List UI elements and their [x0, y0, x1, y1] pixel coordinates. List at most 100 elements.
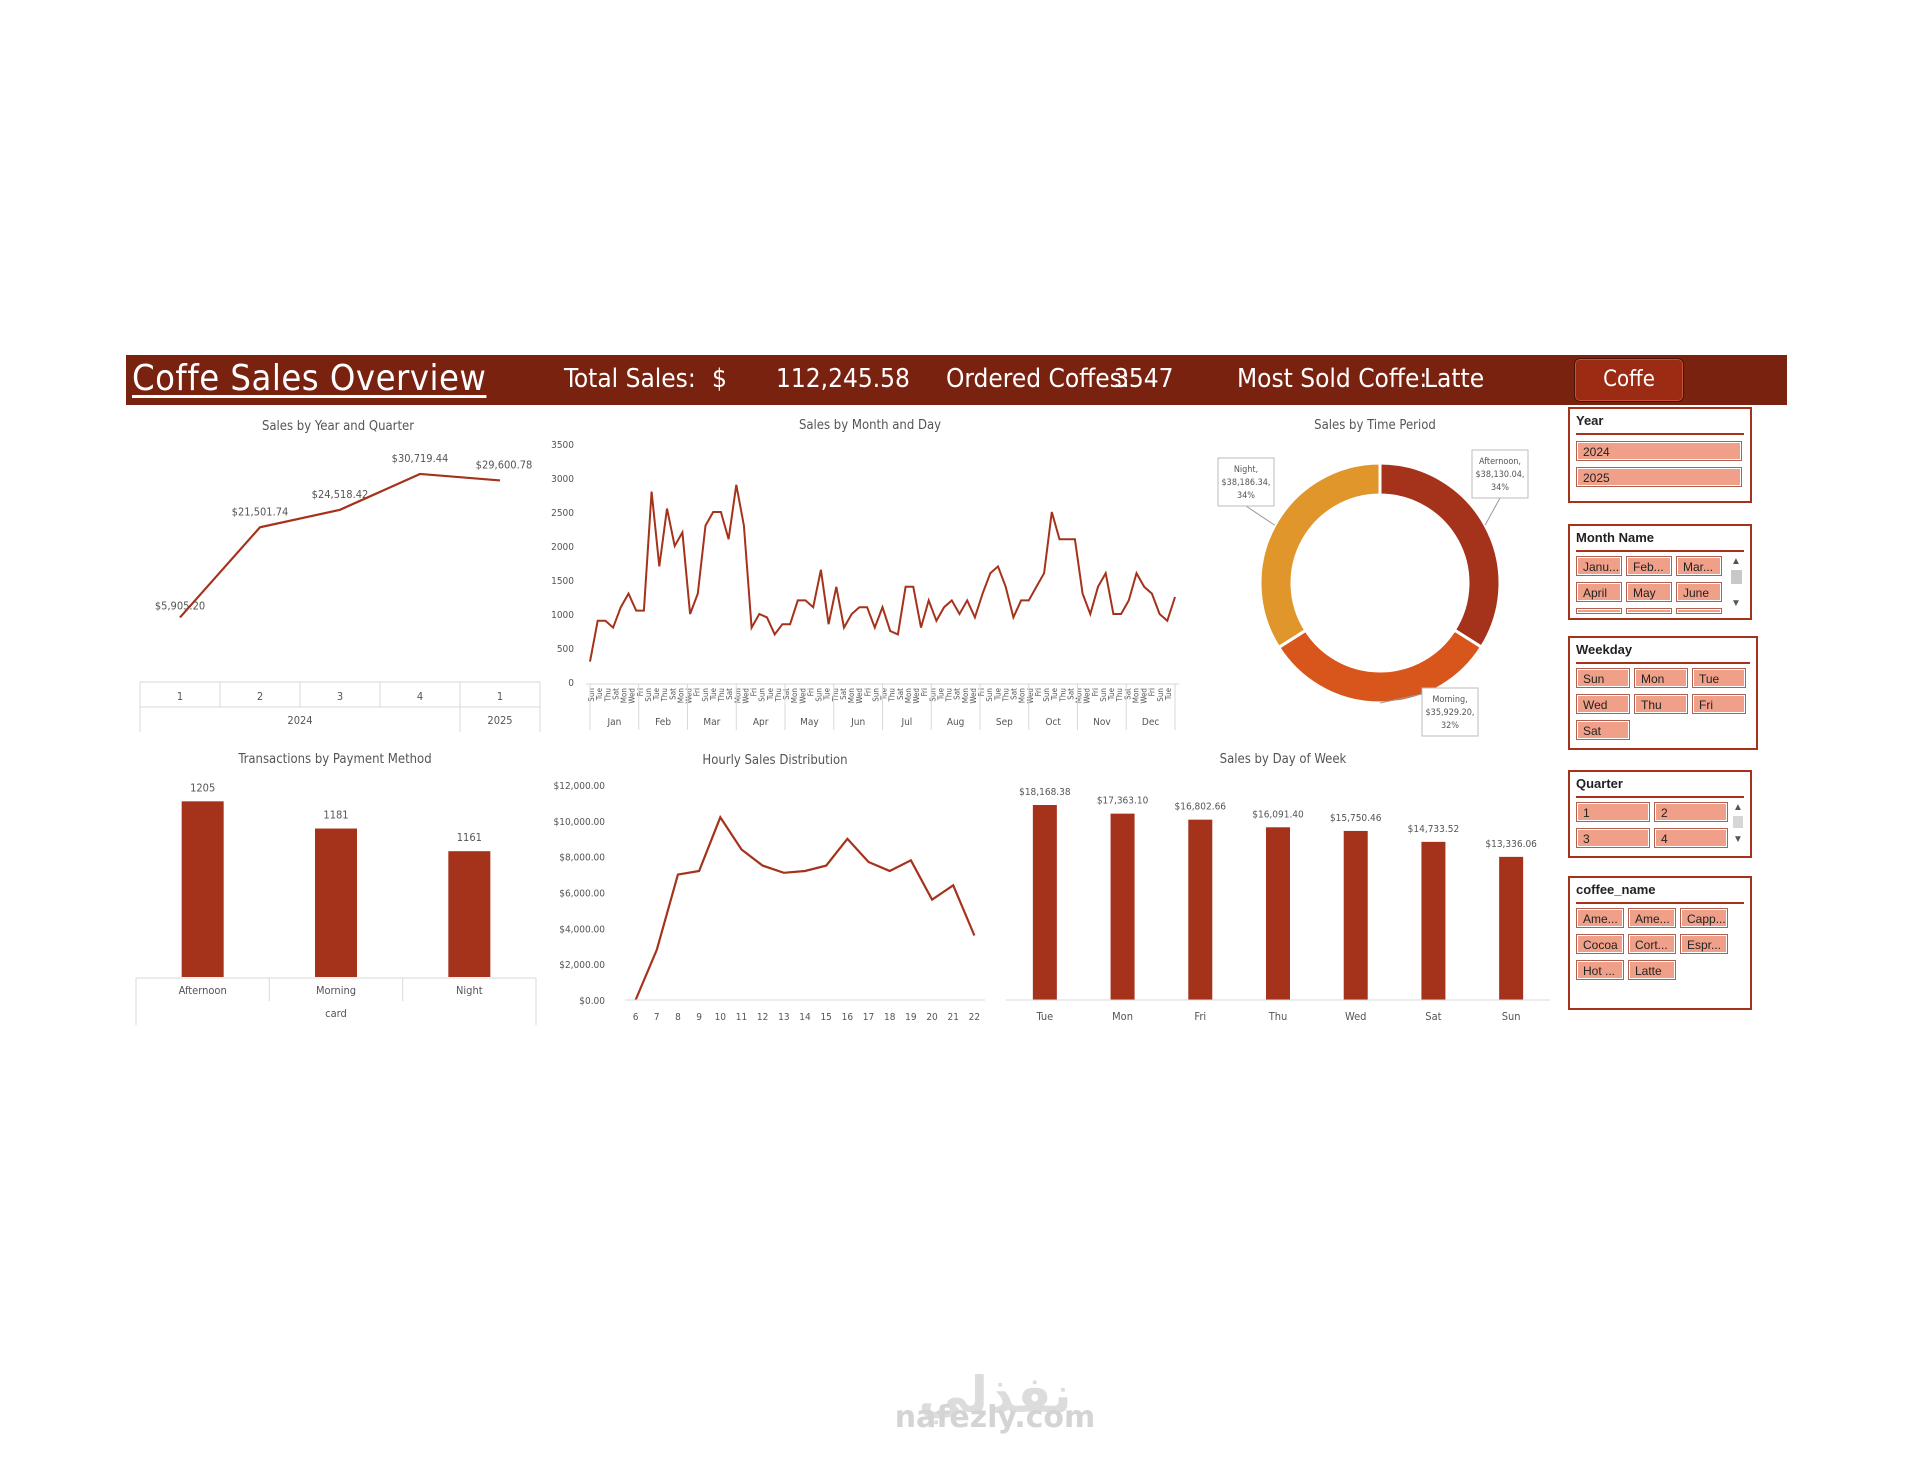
month-item[interactable]: Janu... [1576, 556, 1622, 576]
x-tick-label: Morning [316, 984, 356, 997]
x-day-label: Wed [855, 688, 864, 704]
coffee-item[interactable]: Latte [1628, 960, 1676, 980]
month-item[interactable]: Feb... [1626, 556, 1672, 576]
x-day-label: Wed [912, 688, 921, 704]
coffee-item[interactable]: Cort... [1628, 934, 1676, 954]
x-day-label: Tue [1050, 687, 1059, 701]
x-month-label: Mar [703, 717, 720, 728]
watermark-logo: nafezly.com [894, 1400, 1096, 1435]
scroll-up-icon[interactable]: ▲ [1731, 556, 1741, 567]
x-day-label: Sun [871, 688, 880, 702]
x-tick-label: 17 [863, 1012, 874, 1023]
scroll-down-icon[interactable]: ▼ [1731, 598, 1741, 609]
coffee-name-slicer: coffee_name Ame... Ame... Capp... Cocoa … [1568, 876, 1752, 1010]
month-item[interactable]: Mar... [1676, 556, 1722, 576]
quarter-item-1[interactable]: 1 [1576, 802, 1650, 822]
year-item-2024[interactable]: 2024 [1576, 441, 1742, 461]
x-day-label: Thu [1001, 688, 1010, 703]
scrollbar-thumb[interactable] [1731, 570, 1742, 584]
x-tick-label: Wed [1345, 1010, 1367, 1023]
y-tick-label: 500 [557, 644, 574, 655]
month-item-partial[interactable] [1676, 608, 1722, 614]
weekday-item-sat[interactable]: Sat [1576, 720, 1630, 740]
series-line [589, 484, 1176, 662]
x-month-label: May [800, 717, 819, 728]
month-item[interactable]: April [1576, 582, 1622, 602]
quarter-item-4[interactable]: 4 [1654, 828, 1728, 848]
scroll-up-icon[interactable]: ▲ [1733, 802, 1743, 813]
scroll-down-icon[interactable]: ▼ [1733, 834, 1743, 845]
coffee-item[interactable]: Hot ... [1576, 960, 1624, 980]
ordered-coffees-value: 3547 [1114, 364, 1174, 394]
coffee-item[interactable]: Ame... [1628, 908, 1676, 928]
label-leader [1245, 505, 1276, 526]
data-label: $5,905.20 [155, 599, 205, 612]
x-day-label: Wed [1026, 688, 1035, 704]
x-day-label: Thu [774, 688, 783, 703]
month-item[interactable]: May [1626, 582, 1672, 602]
weekday-item-wed[interactable]: Wed [1576, 694, 1630, 714]
x-tick-label: Tue [1035, 1010, 1053, 1023]
x-day-label: Thu [1115, 688, 1124, 703]
x-day-label: Mon [1131, 688, 1140, 703]
bar [1110, 813, 1135, 1000]
hourly-sales-chart: Hourly Sales Distribution $0.00 $2,000.00… [554, 753, 985, 1023]
data-label: $18,168.38 [1019, 787, 1071, 798]
coffee-item[interactable]: Espr... [1680, 934, 1728, 954]
x-day-label: Sat [896, 688, 905, 700]
y-tick-label: 3500 [551, 440, 574, 451]
weekday-item-fri[interactable]: Fri [1692, 694, 1746, 714]
x-month-label: Sep [996, 717, 1013, 728]
y-tick-label: 3000 [551, 474, 574, 485]
x-day-label: Tue [880, 687, 889, 701]
x-day-label: Thu [945, 688, 954, 703]
x-day-label: Sat [725, 688, 734, 700]
coffee-item[interactable]: Capp... [1680, 908, 1728, 928]
weekday-slicer: Weekday Sun Mon Tue Wed Thu Fri Sat [1568, 636, 1758, 750]
quarter-item-3[interactable]: 3 [1576, 828, 1650, 848]
x-tick-label: 18 [884, 1012, 896, 1023]
year-item-2025[interactable]: 2025 [1576, 467, 1742, 487]
x-day-label: Mon [1075, 688, 1084, 703]
series-line [634, 814, 976, 1001]
y-tick-label: $2,000.00 [559, 960, 605, 971]
year-slicer-title: Year [1576, 413, 1744, 435]
chart-title: Sales by Day of Week [1220, 752, 1347, 767]
x-tick-label: 13 [778, 1012, 789, 1023]
x-month-label: Jul [900, 717, 912, 728]
x-day-label: Sun [587, 688, 596, 702]
label-leader [1484, 497, 1501, 526]
data-label: $16,802.66 [1175, 802, 1227, 813]
sales-by-time-period-chart: Sales by Time Period Afternoon, $38,130.0… [1217, 418, 1529, 737]
y-tick-label: 0 [568, 678, 574, 689]
x-day-label: Sat [953, 688, 962, 700]
most-sold-value: Latte [1424, 364, 1485, 394]
x-day-label: Sat [782, 688, 791, 700]
month-item-partial[interactable] [1576, 608, 1622, 614]
coffee-item[interactable]: Cocoa [1576, 934, 1624, 954]
weekday-item-tue[interactable]: Tue [1692, 668, 1746, 688]
month-item-partial[interactable] [1626, 608, 1672, 614]
month-slicer-title: Month Name [1576, 530, 1744, 552]
scrollbar-thumb[interactable] [1733, 816, 1743, 828]
x-tick-label: Sat [1425, 1010, 1441, 1023]
data-label: $17,363.10 [1097, 796, 1149, 807]
weekday-item-mon[interactable]: Mon [1634, 668, 1688, 688]
x-day-label: Mon [904, 688, 913, 703]
month-item[interactable]: June [1676, 582, 1722, 602]
quarter-item-2[interactable]: 2 [1654, 802, 1728, 822]
x-day-label: Mon [620, 688, 629, 703]
coffe-sales-button[interactable]: Coffe Sales [1574, 358, 1684, 434]
x-day-label: Tue [993, 687, 1002, 701]
x-day-label: Tue [936, 687, 945, 701]
data-label: 1205 [190, 781, 215, 794]
sales-by-month-day-chart: Sales by Month and Day 0 500 1000 1500 2000 2… [551, 418, 1179, 730]
weekday-item-thu[interactable]: Thu [1634, 694, 1688, 714]
year-slicer: Year 2024 2025 [1568, 407, 1752, 503]
x-tick-label: Mon [1112, 1010, 1133, 1023]
x-day-label: Mon [847, 688, 856, 703]
bar [448, 851, 491, 977]
x-day-label: Wed [1083, 688, 1092, 704]
weekday-item-sun[interactable]: Sun [1576, 668, 1630, 688]
coffee-item[interactable]: Ame... [1576, 908, 1624, 928]
